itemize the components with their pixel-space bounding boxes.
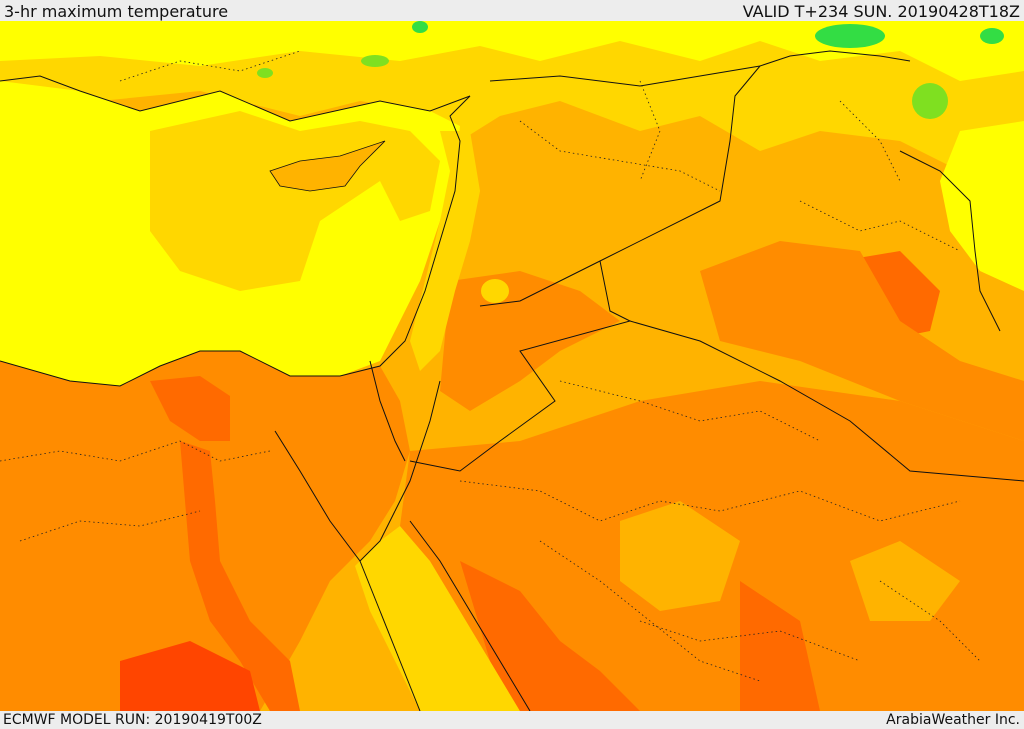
iraq-saudi-border xyxy=(629,320,1024,482)
jordan-borders xyxy=(409,260,632,472)
green-patch-5 xyxy=(912,83,948,119)
egypt-israel-border xyxy=(369,360,406,462)
iran-border xyxy=(899,150,1001,332)
central-arabia-hot xyxy=(740,581,820,711)
gulf-of-aqaba-coast xyxy=(394,380,441,512)
hejaz-hot xyxy=(460,561,640,711)
mesopotamia-orange xyxy=(700,241,1024,441)
med-coastline xyxy=(0,95,471,387)
green-patch-4 xyxy=(361,55,389,67)
credit-label: ArabiaWeather Inc. xyxy=(886,712,1020,728)
province-boundaries xyxy=(0,50,981,682)
model-run-label: ECMWF MODEL RUN: 20190419T00Z xyxy=(3,712,262,728)
eastern-gold xyxy=(850,541,960,621)
map-title: 3-hr maximum temperature xyxy=(4,2,229,21)
cyprus-island xyxy=(269,140,386,192)
red-sea-west-coast xyxy=(359,560,421,711)
nile-valley-hot xyxy=(180,441,300,711)
map-canvas xyxy=(0,21,1024,711)
zagros-yellow xyxy=(940,121,1024,291)
southern-egypt-hot xyxy=(120,641,260,711)
jordan-orange xyxy=(440,271,620,411)
northern-yellow-zone xyxy=(0,21,1024,81)
footer-bar: ECMWF MODEL RUN: 20190419T00Z ArabiaWeat… xyxy=(0,711,1024,729)
syria-iraq-border xyxy=(479,65,761,307)
temperature-map[interactable] xyxy=(0,21,1024,711)
northern-gold-zone xyxy=(0,21,1024,171)
red-sea xyxy=(355,526,520,711)
green-patch-2 xyxy=(980,28,1004,44)
red-sea-east-coast xyxy=(409,520,531,711)
damascus-spot xyxy=(481,279,509,303)
green-patch-3 xyxy=(412,21,428,33)
turkey-coastline xyxy=(0,75,471,122)
header-bar: 3-hr maximum temperature VALID T+234 SUN… xyxy=(0,0,1024,21)
gulf-of-suez-coast xyxy=(274,430,396,562)
green-patch-1 xyxy=(815,24,885,48)
levant-coast xyxy=(410,131,480,371)
valid-time-label: VALID T+234 SUN. 20190428T18Z xyxy=(742,2,1020,21)
green-patch-6 xyxy=(257,68,273,78)
delta-hot xyxy=(150,376,230,441)
nafud-gold xyxy=(620,501,740,611)
